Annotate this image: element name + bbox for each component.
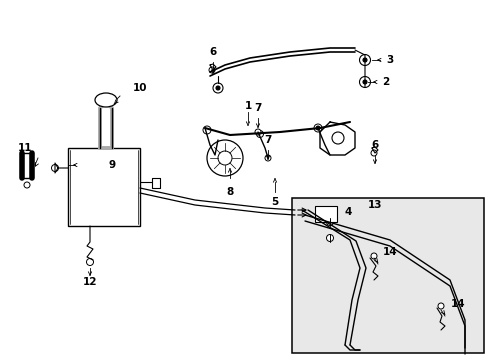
Circle shape bbox=[256, 130, 263, 138]
Circle shape bbox=[213, 83, 223, 93]
Circle shape bbox=[24, 182, 30, 188]
Text: 12: 12 bbox=[82, 277, 97, 287]
Text: 1: 1 bbox=[244, 101, 251, 111]
Circle shape bbox=[331, 132, 343, 144]
Circle shape bbox=[51, 165, 59, 171]
Circle shape bbox=[313, 124, 321, 132]
Circle shape bbox=[218, 151, 231, 165]
Text: 9: 9 bbox=[108, 160, 115, 170]
Text: 7: 7 bbox=[264, 135, 271, 145]
Circle shape bbox=[264, 155, 270, 161]
Ellipse shape bbox=[95, 93, 117, 107]
Text: 8: 8 bbox=[226, 187, 233, 197]
Circle shape bbox=[86, 258, 93, 265]
Circle shape bbox=[359, 54, 370, 66]
Text: 14: 14 bbox=[450, 299, 465, 309]
Bar bbox=[314, 206, 336, 222]
Circle shape bbox=[326, 219, 333, 225]
Text: 10: 10 bbox=[132, 83, 147, 93]
Circle shape bbox=[437, 303, 443, 309]
Text: 13: 13 bbox=[367, 200, 382, 210]
Circle shape bbox=[254, 129, 261, 135]
Circle shape bbox=[362, 58, 366, 62]
Text: 14: 14 bbox=[382, 247, 397, 257]
Circle shape bbox=[370, 150, 376, 156]
Text: 4: 4 bbox=[344, 207, 351, 217]
Circle shape bbox=[315, 126, 319, 130]
Circle shape bbox=[370, 253, 376, 259]
Circle shape bbox=[326, 234, 333, 242]
Text: 3: 3 bbox=[386, 55, 393, 65]
Circle shape bbox=[206, 140, 243, 176]
Circle shape bbox=[359, 77, 370, 87]
Text: 5: 5 bbox=[271, 197, 278, 207]
Bar bbox=[291, 198, 483, 353]
Text: 11: 11 bbox=[18, 143, 32, 153]
Circle shape bbox=[203, 126, 210, 134]
Circle shape bbox=[208, 67, 215, 73]
Bar bbox=[68, 148, 140, 226]
Text: 6: 6 bbox=[370, 140, 378, 150]
Text: 2: 2 bbox=[382, 77, 389, 87]
Circle shape bbox=[216, 86, 220, 90]
Text: 6: 6 bbox=[209, 47, 216, 57]
Text: 7: 7 bbox=[254, 103, 261, 113]
Circle shape bbox=[362, 80, 366, 84]
